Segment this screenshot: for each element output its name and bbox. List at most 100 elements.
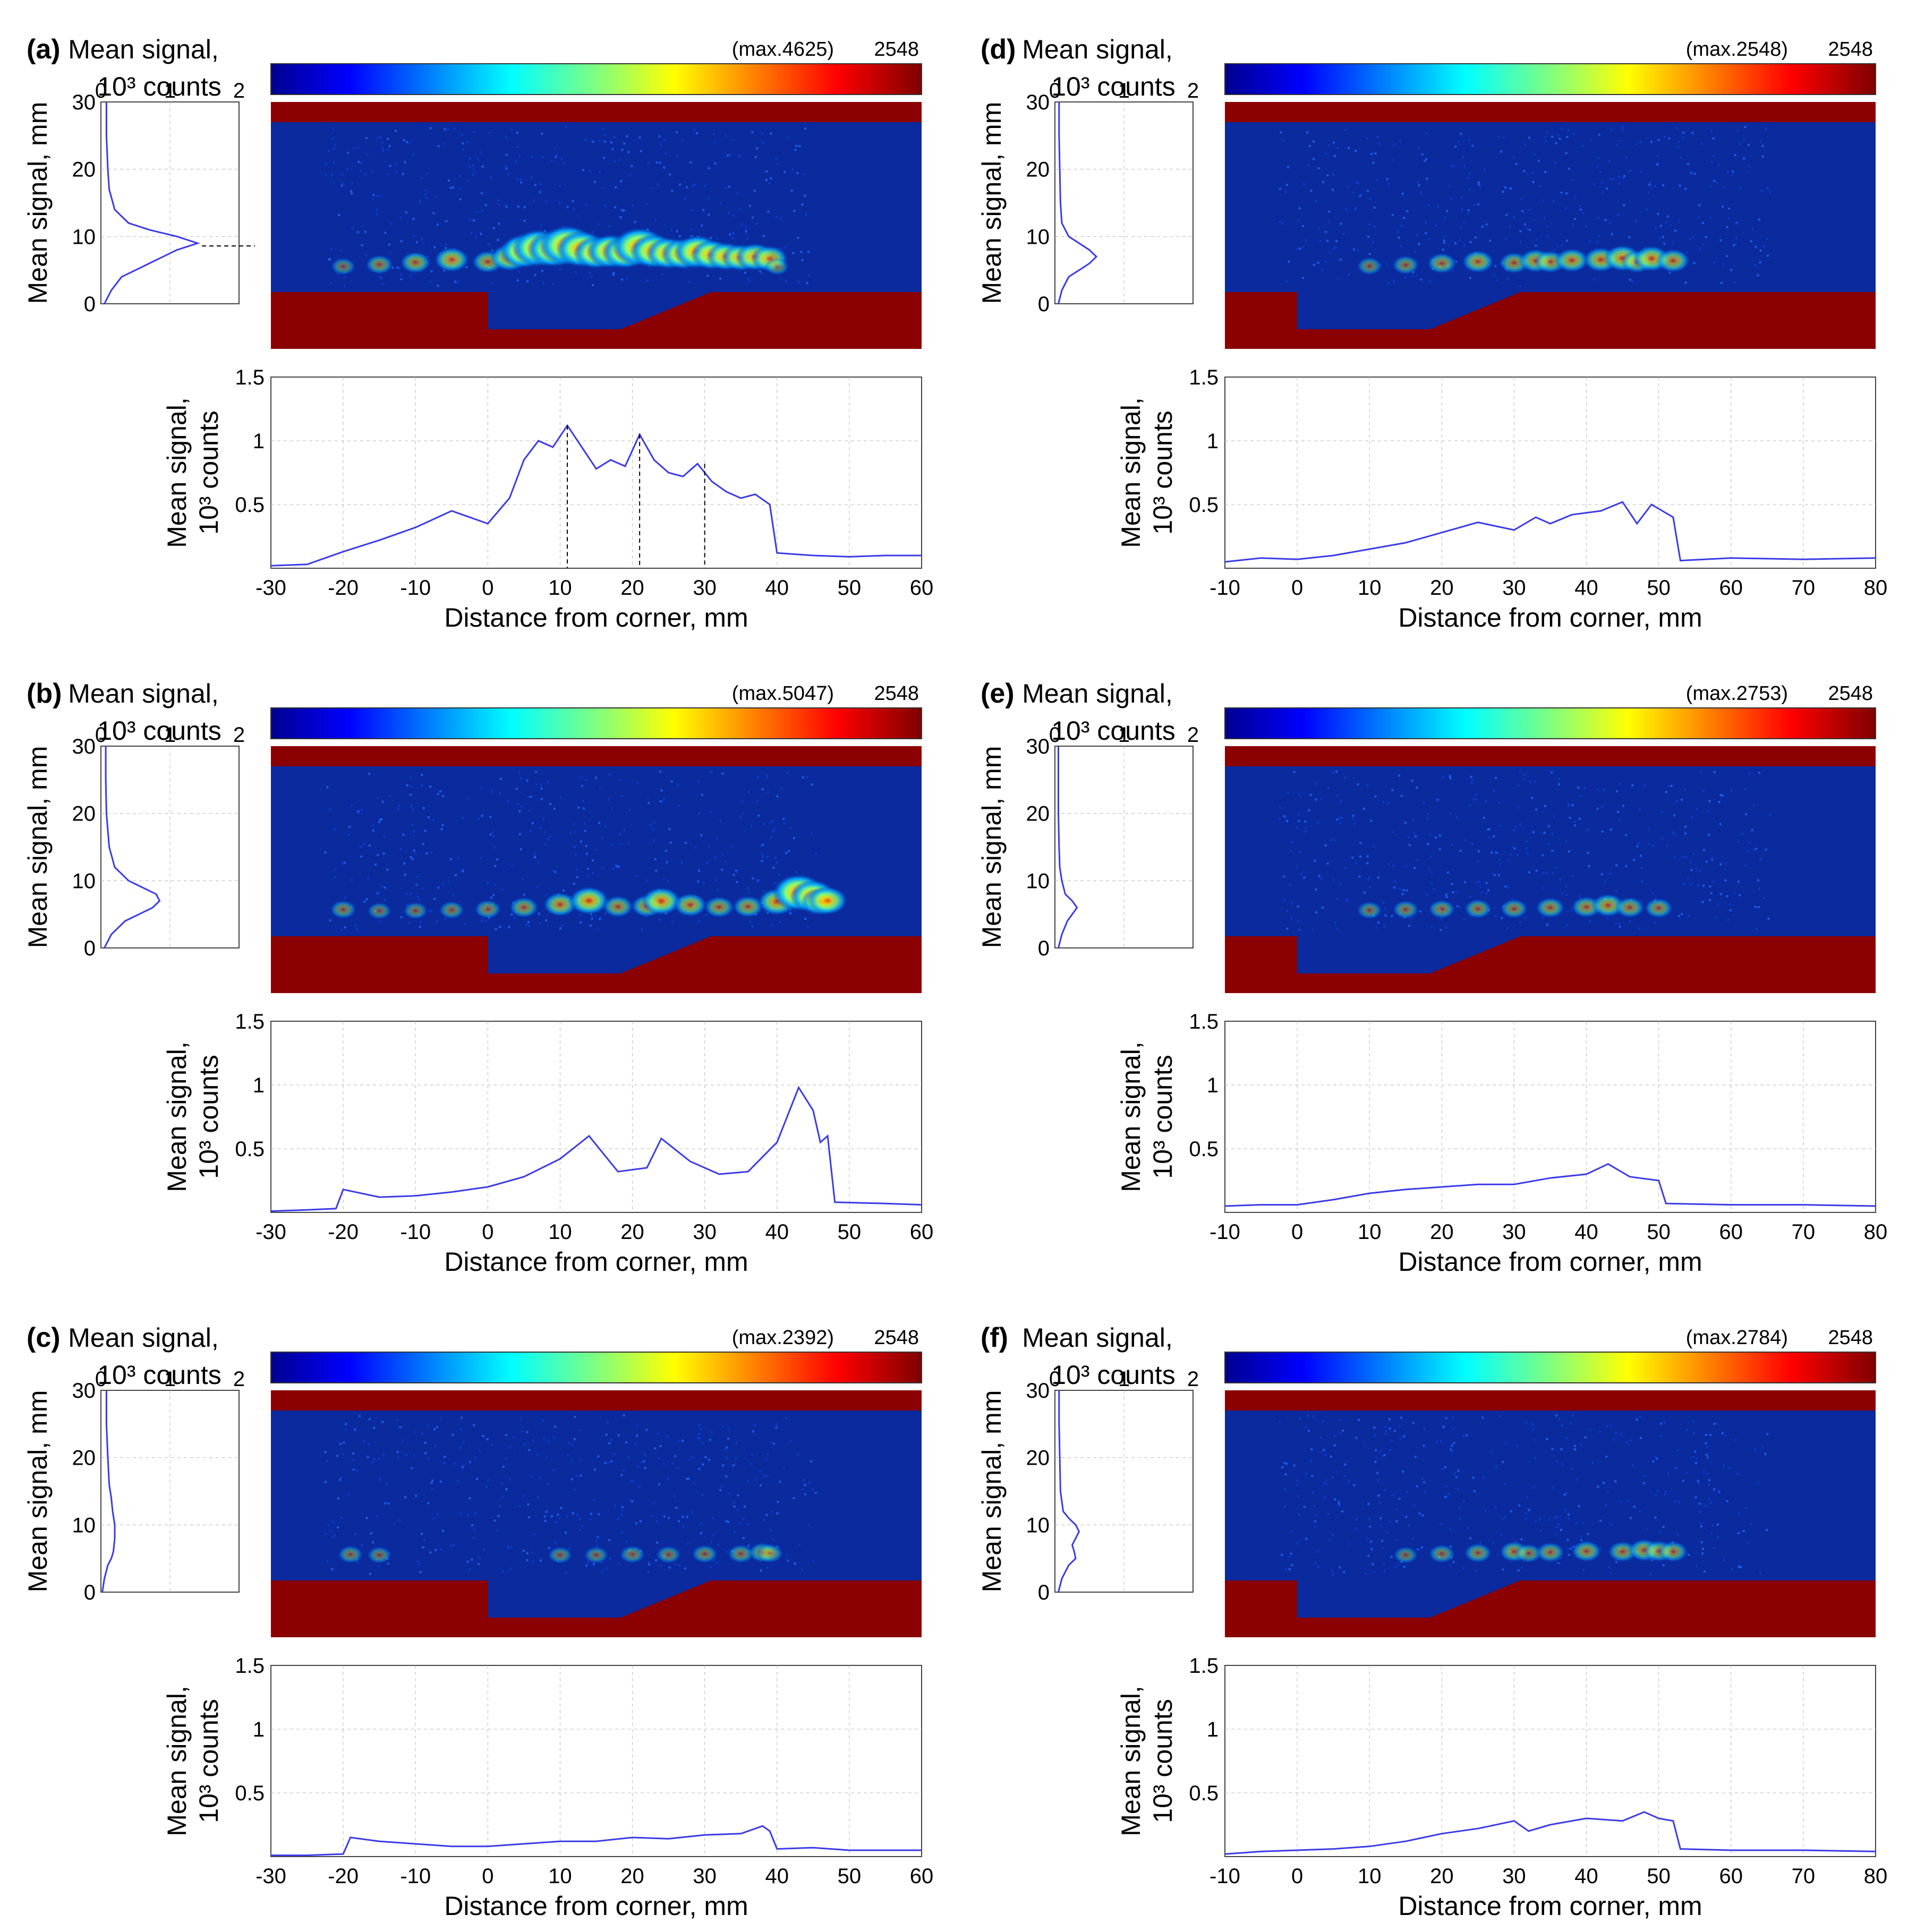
side-profile-line [1058, 102, 1098, 304]
bottom-ytick: 1.5 [1189, 1010, 1219, 1033]
side-xtick: 1 [164, 723, 176, 747]
bottom-ytick: 1.5 [235, 1654, 265, 1678]
bottom-plot-xlabel: Distance from corner, mm [444, 1891, 748, 1921]
panel-c: (c) Mean signal, 10³ counts (max.2392) 2548 0… [0, 1288, 954, 1932]
bottom-xtick: 40 [1574, 1865, 1598, 1888]
side-ytick: 20 [1026, 802, 1050, 826]
panel-label: (f) [981, 1322, 1008, 1353]
side-ytick: 20 [1026, 158, 1050, 182]
bottom-plot-ylabel-line2: 10³ counts [194, 411, 224, 534]
heatmap-image [1225, 102, 1876, 349]
side-ytick: 10 [72, 225, 96, 249]
side-xtick: 2 [233, 79, 245, 102]
panel-label: (e) [981, 678, 1015, 709]
bottom-xtick: 30 [693, 1220, 717, 1244]
bottom-ytick: 1.5 [1189, 366, 1219, 389]
colorbar [1224, 707, 1876, 739]
bottom-plot-ylabel-line1: Mean signal, [1116, 397, 1146, 548]
panel-b: (b) Mean signal, 10³ counts (max.5047) 2548 0… [0, 644, 954, 1288]
panel-label: (a) [27, 34, 61, 65]
bottom-xtick: 30 [1502, 1220, 1526, 1244]
side-xtick: 2 [233, 723, 245, 747]
bottom-xtick: 50 [1647, 576, 1671, 600]
side-ytick: 20 [1026, 1447, 1050, 1470]
bottom-line-plot: -10 0 10 20 30 40 50 60 70 80 0.5 1 1.5 Distance from… [1116, 366, 1887, 632]
bottom-xtick: 30 [1502, 1865, 1526, 1888]
panel-f-svg: (f) Mean signal,10³ counts(max.2784) 25480… [977, 1322, 1887, 1921]
bottom-xtick: 30 [693, 576, 717, 600]
bottom-xtick: 60 [1719, 576, 1743, 600]
bottom-ytick: 1 [253, 1718, 265, 1741]
panel-label: (d) [981, 34, 1016, 65]
side-ytick: 10 [1026, 225, 1050, 249]
colorbar [1224, 63, 1876, 95]
bottom-plot-xlabel: Distance from corner, mm [1398, 1247, 1702, 1277]
bottom-xtick: 60 [910, 1220, 934, 1244]
bottom-line-plot: -30 -20 -10 0 10 20 30 40 50 60 0.5 1 1.5 Distance fr… [162, 1010, 933, 1277]
colorbar-max-value: 2548 [874, 38, 919, 61]
colorbar [270, 63, 922, 95]
bottom-xtick: 40 [765, 576, 789, 600]
bottom-xtick: 80 [1864, 1865, 1888, 1888]
bottom-xtick: 80 [1864, 1220, 1888, 1244]
bottom-xtick: 10 [1358, 1220, 1382, 1244]
side-ytick: 30 [1026, 91, 1050, 114]
bottom-xtick: 0 [482, 1865, 493, 1888]
colorbar-max-value: 2548 [874, 682, 919, 705]
bottom-xtick: 10 [548, 1865, 572, 1888]
side-plot-ylabel: Mean signal, mm [977, 102, 1007, 304]
bottom-xtick: 0 [1291, 1865, 1303, 1888]
bottom-ytick: 1 [1207, 1074, 1219, 1097]
bottom-xtick: 20 [1430, 576, 1454, 600]
panel-label: (b) [27, 678, 62, 709]
panel-d-svg: (d) Mean signal,10³ counts(max.2548) 25480… [977, 34, 1887, 632]
bottom-plot-ylabel-line2: 10³ counts [1148, 1699, 1178, 1823]
side-ytick: 0 [1038, 937, 1050, 960]
side-ytick: 30 [1026, 735, 1050, 758]
bottom-plot-xlabel: Distance from corner, mm [1398, 603, 1702, 632]
bottom-xtick: 10 [1358, 1865, 1382, 1888]
bottom-line-plot: -30 -20 -10 0 10 20 30 40 50 60 0.5 1 1.5 Distance fr… [162, 366, 933, 632]
side-ytick: 20 [72, 158, 96, 182]
bottom-ytick: 1 [253, 430, 265, 453]
bottom-plot-ylabel-line2: 10³ counts [1148, 411, 1178, 534]
bottom-ytick: 1.5 [235, 1010, 265, 1033]
bottom-line-plot: -10 0 10 20 30 40 50 60 70 80 0.5 1 1.5 Distance from… [1116, 1654, 1887, 1921]
side-plot-title-line1: Mean signal, [68, 35, 219, 64]
side-xtick: 0 [95, 723, 107, 747]
side-plot-title-line1: Mean signal, [1022, 1323, 1173, 1353]
bottom-line-plot: -30 -20 -10 0 10 20 30 40 50 60 0.5 1 1.5 Distance fr… [162, 1654, 933, 1921]
side-ytick: 30 [72, 1379, 96, 1403]
bottom-xtick: 0 [1291, 1220, 1303, 1244]
bottom-ytick: 1 [1207, 430, 1219, 453]
bottom-xtick: 10 [1358, 576, 1382, 600]
panel-f: (f) Mean signal, 10³ counts (max.2784) 2548 0… [954, 1288, 1908, 1932]
bottom-xtick: 60 [910, 576, 934, 600]
bottom-xtick: 20 [1430, 1220, 1454, 1244]
bottom-plot-ylabel-line1: Mean signal, [162, 1686, 192, 1836]
panel-label: (c) [27, 1322, 61, 1353]
bottom-xtick: 20 [1430, 1865, 1454, 1888]
bottom-xtick: -10 [400, 1220, 431, 1244]
bottom-ytick: 0.5 [1189, 1782, 1219, 1805]
bottom-ytick: 0.5 [1189, 493, 1219, 517]
bottom-signal-line [270, 424, 922, 567]
heatmap-image [271, 102, 922, 349]
side-plot-ylabel: Mean signal, mm [23, 746, 53, 948]
bottom-ytick: 1.5 [1189, 1654, 1219, 1678]
bottom-signal-line [1224, 1163, 1876, 1207]
bottom-xtick: 50 [838, 1865, 862, 1888]
bottom-xtick: 10 [548, 576, 572, 600]
side-plot-ylabel: Mean signal, mm [977, 1390, 1007, 1593]
bottom-xtick: -20 [328, 1865, 359, 1888]
side-xtick: 0 [1049, 723, 1061, 747]
bottom-xtick: 50 [838, 1220, 862, 1244]
panel-b-svg: (b) Mean signal,10³ counts(max.5047) 25480… [23, 678, 933, 1277]
side-plot-title-line1: Mean signal, [68, 1323, 219, 1353]
side-xtick: 0 [1049, 79, 1061, 102]
bottom-xtick: -20 [328, 576, 359, 600]
side-ytick: 10 [1026, 869, 1050, 893]
side-profile-line [101, 1390, 116, 1593]
